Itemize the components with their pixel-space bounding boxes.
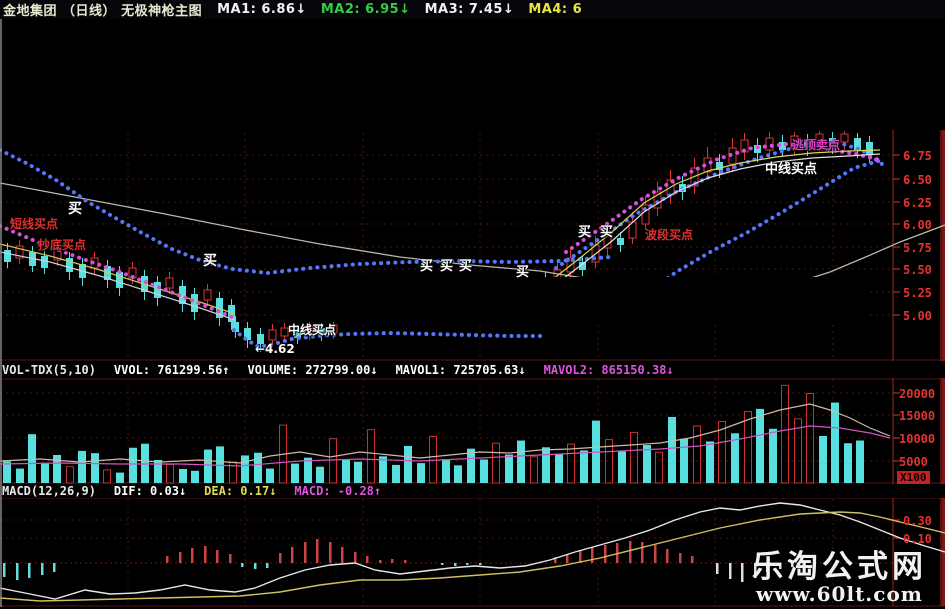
ma-values: MA1: 6.86↓ MA2: 6.95↓ MA3: 7.45↓ MA4: 6: [217, 2, 596, 17]
window-left-edge: [0, 19, 2, 607]
buy-marker: 买: [420, 259, 434, 274]
ma-white-right: [547, 153, 881, 291]
macd-indicator-header[interactable]: MACD(12,26,9) DIF: 0.03↓ DEA: 0.17↓ MACD: -…: [0, 484, 945, 498]
price-axis-label: 6.25: [903, 196, 932, 210]
volume-unit-badge: X100: [897, 471, 930, 484]
price-axis-label: 6.50: [903, 173, 932, 187]
stock-name: 金地集团: [3, 4, 58, 19]
price-axis-label: 5.00: [903, 309, 932, 323]
buy-marker: 买: [578, 225, 592, 240]
price-axis-label: 6.75: [903, 149, 932, 163]
watermark-site-name: 乐淘公式网: [752, 549, 927, 586]
signal-label: 波段买点: [645, 228, 694, 242]
buy-marker: 买: [600, 225, 614, 240]
price-axis-label: 5.75: [903, 241, 932, 255]
ma-value-1: MA1: 6.86↓: [217, 2, 307, 17]
mavol1: [0, 403, 891, 464]
signal-label: 逃顶卖点: [792, 138, 841, 152]
macd-header-item-1: DIF: 0.03↓: [113, 484, 187, 498]
redaction-box-top: [0, 19, 945, 130]
volume-axis-label: 15000: [899, 409, 936, 423]
ma-value-4: MA4: 6: [528, 2, 583, 17]
signal-label: 中线买点: [288, 323, 337, 337]
dots-blue-right-lower: [638, 158, 884, 302]
vol-header-item-4: MAVOL2: 865150.38↓: [543, 362, 674, 377]
signal-label: 短线买点: [10, 217, 59, 231]
vol-header-item-3: MAVOL1: 725705.63↓: [395, 362, 526, 377]
dots-magenta-left: [0, 224, 234, 319]
volume-axis-label: 5000: [899, 455, 928, 469]
ma-value-2: MA2: 6.95↓: [320, 2, 411, 17]
signal-label: 抄底买点: [38, 238, 87, 252]
volume-indicator-header[interactable]: VOL-TDX(5,10) VVOL: 761299.56↑ VOLUME: 272…: [0, 361, 945, 378]
dots-blue-right-upper: [554, 139, 884, 270]
title-bar: 金地集团 （日线） 无极神枪主图 MA1: 6.86↓ MA2: 6.95↓ MA3…: [0, 0, 945, 19]
signal-label: ←4.62: [255, 342, 295, 356]
vol-header-item-0: VOL-TDX(5,10): [2, 362, 96, 377]
mavol2: [0, 425, 891, 467]
stock-title: 金地集团 （日线） 无极神枪主图: [3, 0, 202, 19]
price-axis-label: 5.50: [903, 263, 932, 277]
price-axis-label: 6.00: [903, 218, 932, 232]
macd-axis-label: 0.30: [903, 514, 932, 528]
vol-header-item-1: VVOL: 761299.56↑: [113, 362, 230, 377]
dea-line: [0, 511, 945, 602]
buy-marker: 买: [459, 259, 473, 274]
macd-header-item-2: DEA: 0.17↓: [204, 484, 277, 498]
macd-header-item-0: MACD(12,26,9): [2, 484, 96, 498]
price-axis-label: 5.25: [903, 286, 932, 300]
ma-yellow-right: [547, 149, 881, 284]
long-ma-gray: [0, 182, 945, 296]
vol-header-item-2: VOLUME: 272799.00↓: [247, 362, 378, 377]
dots-blue-bottom: [232, 328, 547, 350]
dots-blue-left: [0, 148, 612, 276]
macd-header-item-3: MACD: -0.28↑: [294, 484, 382, 498]
volume-axis-label: 10000: [899, 432, 936, 446]
signal-label: 中线买点: [765, 162, 818, 177]
macd-axis-label: 0.10: [903, 532, 932, 546]
period-label: （日线）: [62, 4, 117, 19]
indicator-name[interactable]: 无极神枪主图: [121, 4, 203, 19]
ma-value-3: MA3: 7.45↓: [424, 2, 515, 17]
watermark-url: www.60lt.com: [756, 582, 923, 606]
buy-marker: 买: [516, 265, 530, 280]
ma-white-left: [0, 251, 236, 321]
redaction-box-middle: [275, 277, 868, 322]
buy-marker: 买: [203, 253, 217, 269]
buy-marker: 买: [68, 201, 82, 217]
buy-marker: 买: [440, 259, 454, 274]
dots-magenta-right: [564, 141, 882, 254]
volume-axis-label: 20000: [899, 387, 936, 401]
watermark: 乐淘公式网 www.60lt.com: [752, 551, 927, 605]
dif-line: [0, 502, 945, 600]
